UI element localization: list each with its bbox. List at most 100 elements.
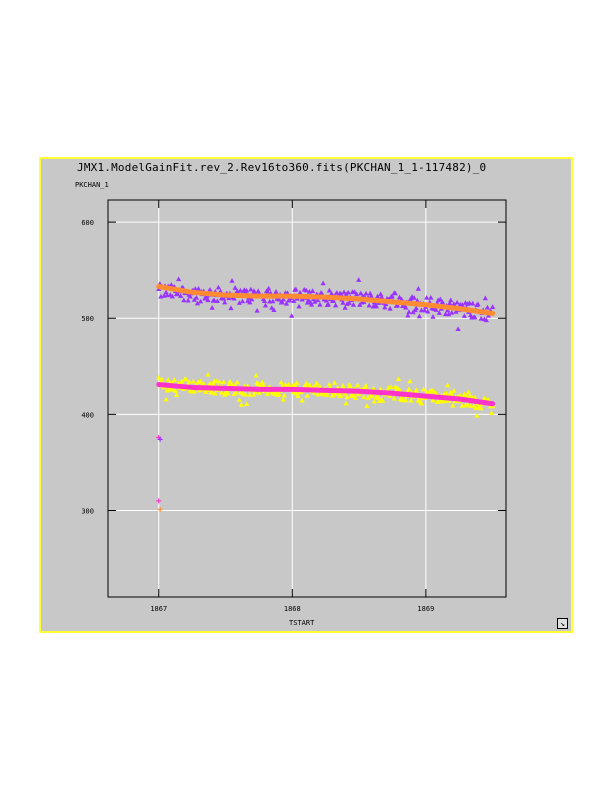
data-point <box>454 299 460 305</box>
data-point <box>357 302 363 307</box>
data-point <box>411 295 417 300</box>
data-point <box>237 287 243 293</box>
data-point <box>205 297 211 303</box>
data-point <box>424 294 430 300</box>
data-point <box>443 390 450 396</box>
data-point <box>388 384 394 390</box>
data-point <box>262 302 269 308</box>
data-point <box>183 376 189 382</box>
data-point <box>445 307 451 313</box>
data-point <box>209 305 215 310</box>
fit-line <box>156 382 496 407</box>
data-point <box>363 290 369 296</box>
data-point <box>303 287 309 293</box>
data-point <box>320 280 326 286</box>
x-tick-label: 1869 <box>417 605 434 613</box>
data-point <box>350 392 357 398</box>
data-point <box>341 289 347 295</box>
data-point <box>212 390 218 396</box>
data-point <box>293 286 299 292</box>
data-point <box>190 378 196 384</box>
data-point <box>330 298 337 303</box>
data-point <box>333 302 339 308</box>
data-point <box>370 385 376 391</box>
data-point <box>295 393 301 399</box>
data-point <box>280 296 286 302</box>
data-point <box>415 286 421 291</box>
data-point <box>340 383 346 388</box>
data-point <box>291 298 297 304</box>
resize-corner-icon[interactable]: ↘ <box>557 618 568 629</box>
data-point <box>430 397 436 403</box>
x-axis-label: TSTART <box>289 619 315 627</box>
data-point <box>271 307 277 313</box>
data-point <box>226 295 232 301</box>
data-point <box>346 300 352 305</box>
data-point <box>276 391 282 397</box>
data-point <box>350 302 357 307</box>
data-point <box>405 312 411 318</box>
data-point <box>279 299 285 305</box>
data-point <box>395 376 402 382</box>
data-point <box>302 383 308 389</box>
data-point <box>283 300 290 306</box>
data-point <box>367 290 373 296</box>
data-point <box>446 311 452 317</box>
data-point <box>450 402 456 408</box>
data-point <box>475 301 481 307</box>
data-point <box>195 285 202 291</box>
data-point <box>227 378 233 384</box>
data-point <box>358 290 364 296</box>
data-point <box>221 379 227 384</box>
data-point <box>174 291 181 297</box>
data-point <box>478 315 484 321</box>
data-point <box>213 378 219 384</box>
data-point <box>173 392 180 397</box>
data-point <box>470 300 476 306</box>
data-point <box>321 391 327 397</box>
data-point <box>375 395 382 400</box>
data-point <box>347 383 353 389</box>
data-point <box>251 391 257 397</box>
data-point <box>428 294 434 300</box>
data-point <box>447 300 453 306</box>
data-point <box>247 392 253 397</box>
data-point <box>207 287 213 292</box>
data-point <box>325 301 331 307</box>
data-point <box>304 392 310 398</box>
data-point <box>449 309 455 315</box>
data-point <box>229 381 235 387</box>
data-point <box>303 380 309 386</box>
data-point <box>254 307 260 313</box>
data-point <box>394 384 400 390</box>
y-tick-label: 600 <box>81 219 94 227</box>
data-point <box>352 395 359 400</box>
data-point <box>260 382 267 388</box>
data-point <box>324 392 330 397</box>
data-point <box>294 380 300 385</box>
data-point <box>165 377 171 382</box>
data-point <box>312 390 318 395</box>
data-point <box>345 289 351 295</box>
data-point <box>378 291 384 297</box>
data-point <box>209 389 215 394</box>
data-point <box>394 302 400 308</box>
fit-line <box>156 284 496 316</box>
data-point <box>374 293 381 299</box>
data-point <box>179 378 185 384</box>
data-point <box>430 314 436 319</box>
data-point <box>488 410 495 415</box>
data-point <box>225 390 231 396</box>
data-point <box>338 291 344 296</box>
data-point <box>408 397 414 403</box>
y-tick-label: 500 <box>81 315 94 323</box>
data-point <box>342 305 348 310</box>
data-point <box>243 391 249 397</box>
data-point <box>484 304 491 310</box>
data-point <box>308 301 315 307</box>
data-point <box>420 386 427 392</box>
plot-window: JMX1.ModelGainFit.rev_2.Rev16to360.fits(… <box>39 157 573 633</box>
data-point <box>413 387 419 393</box>
data-point <box>433 307 439 312</box>
data-point <box>416 313 422 319</box>
